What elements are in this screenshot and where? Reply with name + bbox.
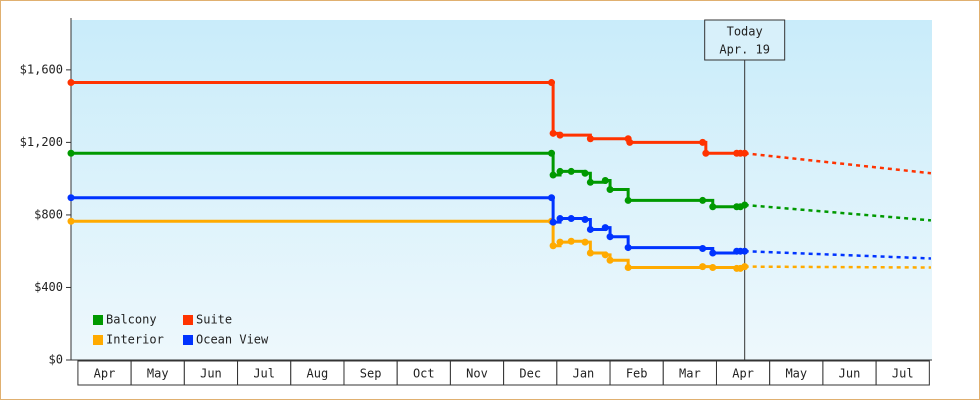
point [549, 242, 557, 250]
x-tick-label: Dec [519, 367, 541, 381]
legend-swatch [183, 335, 193, 345]
point [556, 238, 564, 246]
legend-label: Ocean View [196, 333, 269, 347]
legend-label: Balcony [106, 313, 157, 327]
point [581, 169, 589, 177]
point [581, 238, 589, 246]
x-tick-label: Jun [839, 367, 861, 381]
point [699, 263, 707, 271]
x-tick-label: May [785, 367, 807, 381]
today-label: Apr. 19 [719, 43, 770, 57]
x-tick-box [662, 360, 717, 386]
x-tick-box [290, 360, 345, 386]
x-tick-box [449, 360, 505, 386]
point [586, 178, 594, 186]
legend-swatch [93, 315, 103, 325]
y-tick-label: $0 [49, 353, 63, 367]
forecast-line [744, 203, 932, 222]
point [601, 176, 609, 184]
legend-label: Interior [106, 333, 164, 347]
point [556, 131, 564, 139]
x-tick-label: Jul [892, 367, 914, 381]
point [67, 194, 75, 202]
y-tick-label: $1,600 [20, 62, 63, 76]
point [567, 237, 575, 245]
point [549, 218, 557, 226]
point [624, 244, 632, 252]
x-tick-label: Feb [626, 367, 648, 381]
point [67, 217, 75, 225]
forecast-line [744, 265, 931, 269]
point [586, 225, 594, 233]
x-tick-label: Jan [573, 367, 595, 381]
x-tick-box [875, 360, 930, 386]
point [626, 138, 634, 146]
legend-swatch [183, 315, 193, 325]
today-box [704, 19, 786, 61]
point [741, 263, 749, 271]
point [556, 167, 564, 175]
x-tick-label: Mar [679, 367, 701, 381]
x-tick-label: Oct [413, 367, 435, 381]
x-tick-label: Aug [307, 367, 329, 381]
point [548, 194, 556, 202]
point [709, 203, 717, 211]
point [549, 171, 557, 179]
point [556, 215, 564, 223]
point [709, 249, 717, 257]
forecast-line [744, 249, 931, 260]
point [702, 149, 710, 157]
point [709, 264, 717, 272]
point [586, 135, 594, 143]
point [67, 149, 75, 157]
legend-swatch [93, 335, 103, 345]
today-label: Today [727, 25, 763, 39]
point [548, 149, 556, 157]
x-tick-box [715, 360, 771, 386]
point [699, 244, 707, 252]
plot-area [71, 20, 932, 360]
point [741, 149, 749, 157]
x-tick-box [556, 360, 611, 386]
point [741, 247, 749, 255]
point [586, 249, 594, 257]
y-tick-label: $800 [34, 207, 63, 221]
point [567, 215, 575, 223]
x-tick-label: Apr [732, 367, 754, 381]
x-tick-box [822, 360, 877, 386]
point [741, 201, 749, 209]
x-tick-label: May [147, 367, 169, 381]
point [581, 215, 589, 223]
point [624, 196, 632, 204]
point [606, 186, 614, 194]
x-tick-label: Nov [466, 367, 488, 381]
x-tick-box [237, 360, 292, 386]
point [699, 196, 707, 204]
point [601, 224, 609, 232]
x-tick-label: Apr [94, 367, 116, 381]
x-tick-box [183, 360, 239, 386]
y-tick-label: $1,200 [20, 135, 63, 149]
point [549, 129, 557, 137]
x-tick-label: Jul [253, 367, 275, 381]
point [606, 256, 614, 264]
x-tick-label: Sep [360, 367, 382, 381]
point [67, 79, 75, 87]
point [601, 251, 609, 259]
x-tick-box [77, 360, 132, 386]
point [624, 264, 632, 272]
point [548, 79, 556, 87]
x-tick-box [130, 360, 185, 386]
point [699, 138, 707, 146]
legend-label: Suite [196, 313, 232, 327]
point [606, 233, 614, 241]
y-tick-label: $400 [34, 280, 63, 294]
point [567, 167, 575, 175]
x-tick-label: Jun [200, 367, 222, 381]
